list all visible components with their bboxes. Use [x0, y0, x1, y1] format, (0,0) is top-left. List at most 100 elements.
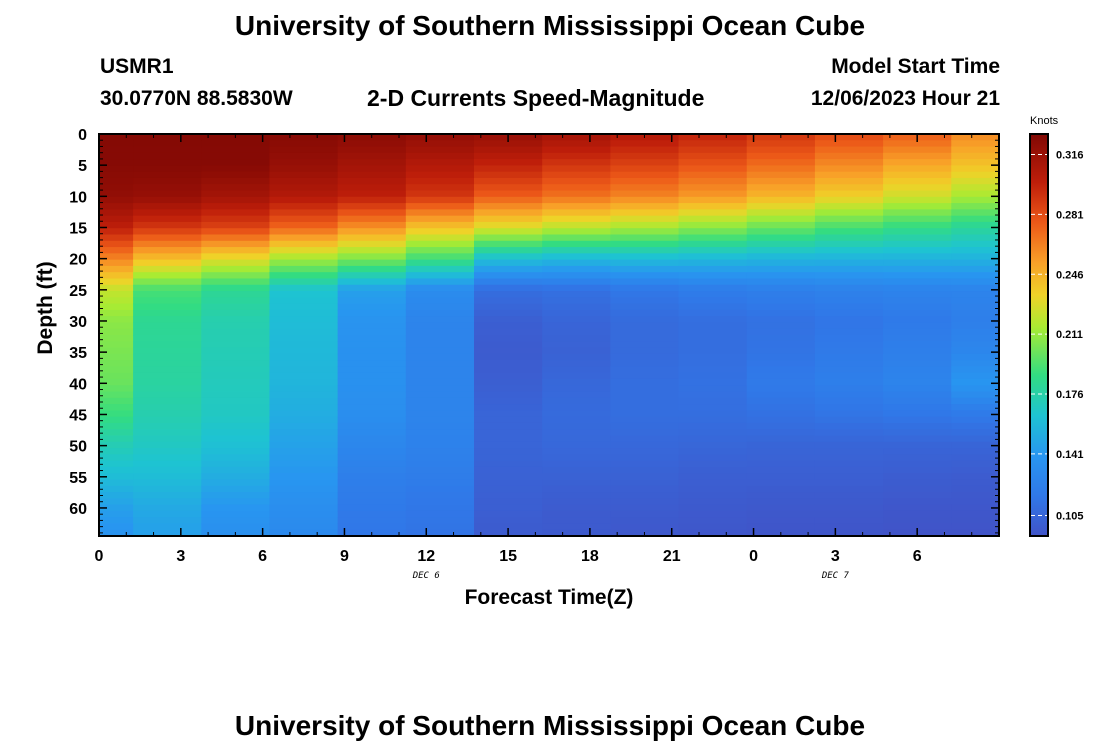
heatmap-cell — [338, 241, 407, 248]
heatmap-cell — [201, 228, 270, 235]
heatmap-cell — [815, 235, 884, 242]
heatmap-cell — [747, 517, 816, 524]
heatmap-cell — [474, 410, 543, 417]
heatmap-cell — [815, 417, 884, 424]
heatmap-cell — [610, 385, 679, 392]
heatmap-cell — [201, 165, 270, 172]
heatmap-cell — [610, 442, 679, 449]
heatmap-cell — [747, 479, 816, 486]
heatmap-cell — [406, 153, 475, 160]
heatmap-cell — [338, 467, 407, 474]
heatmap-cell — [883, 423, 952, 430]
heatmap-cell — [542, 272, 611, 279]
heatmap-cell — [99, 360, 134, 367]
heatmap-cell — [338, 178, 407, 185]
heatmap-cell — [269, 140, 338, 147]
colorbar-tick-label: 0.316 — [1056, 150, 1084, 162]
heatmap-cell — [133, 140, 202, 147]
heatmap-cell — [201, 159, 270, 166]
heatmap-cell — [815, 404, 884, 411]
heatmap-cell — [747, 454, 816, 461]
heatmap-cell — [338, 191, 407, 198]
heatmap-cell — [406, 398, 475, 405]
heatmap-cell — [679, 266, 748, 273]
heatmap-cell — [406, 241, 475, 248]
heatmap-cell — [951, 285, 999, 292]
heatmap-cell — [133, 398, 202, 405]
heatmap-cell — [951, 153, 999, 160]
heatmap-cell — [679, 172, 748, 179]
heatmap-cell — [883, 410, 952, 417]
heatmap-cell — [133, 322, 202, 329]
footer-title: University of Southern Mississippi Ocean… — [0, 710, 1100, 742]
heatmap-cell — [542, 172, 611, 179]
heatmap-cell — [474, 191, 543, 198]
heatmap-cell — [201, 479, 270, 486]
heatmap-cell — [679, 505, 748, 512]
heatmap-cell — [542, 360, 611, 367]
heatmap-cell — [133, 511, 202, 518]
heatmap-cell — [269, 423, 338, 430]
heatmap-cell — [679, 341, 748, 348]
heatmap-cell — [679, 461, 748, 468]
heatmap-cell — [99, 392, 134, 399]
heatmap-cell — [133, 523, 202, 530]
heatmap-cell — [269, 366, 338, 373]
heatmap-cell — [542, 473, 611, 480]
heatmap-cell — [883, 203, 952, 210]
heatmap-cell — [815, 379, 884, 386]
heatmap-cell — [201, 442, 270, 449]
heatmap-cell — [679, 241, 748, 248]
heatmap-cell — [406, 335, 475, 342]
heatmap-cell — [406, 329, 475, 336]
heatmap-cell — [201, 454, 270, 461]
y-tick-label: 50 — [69, 439, 87, 456]
heatmap-cell — [679, 222, 748, 229]
heatmap-cell — [99, 498, 134, 505]
heatmap-cell — [542, 191, 611, 198]
heatmap-cell — [269, 479, 338, 486]
heatmap-cell — [883, 498, 952, 505]
heatmap-cell — [542, 373, 611, 380]
heatmap-cell — [883, 436, 952, 443]
heatmap-cell — [951, 335, 999, 342]
heatmap-cell — [542, 159, 611, 166]
heatmap-cell — [610, 310, 679, 317]
heatmap-cell — [747, 184, 816, 191]
heatmap-cell — [883, 479, 952, 486]
heatmap-cell — [747, 153, 816, 160]
heatmap-cell — [269, 404, 338, 411]
heatmap-cell — [883, 373, 952, 380]
heatmap-cell — [883, 191, 952, 198]
heatmap-cell — [269, 442, 338, 449]
heatmap-cell — [815, 147, 884, 154]
heatmap-cell — [474, 354, 543, 361]
heatmap-cell — [269, 398, 338, 405]
heatmap-cell — [133, 247, 202, 254]
heatmap-cell — [406, 260, 475, 267]
heatmap-cell — [133, 360, 202, 367]
heatmap-cell — [269, 486, 338, 493]
y-tick-label: 45 — [69, 407, 87, 424]
heatmap-cell — [542, 454, 611, 461]
heatmap-cell — [201, 316, 270, 323]
heatmap-cell — [99, 479, 134, 486]
heatmap-cell — [679, 228, 748, 235]
heatmap-cell — [474, 316, 543, 323]
heatmap-cell — [747, 366, 816, 373]
heatmap-cell — [133, 454, 202, 461]
heatmap-cell — [406, 385, 475, 392]
heatmap-cell — [338, 341, 407, 348]
heatmap-cell — [883, 297, 952, 304]
heatmap-cell — [610, 216, 679, 223]
heatmap-cell — [951, 467, 999, 474]
heatmap-cell — [338, 442, 407, 449]
x-axis-label: Forecast Time(Z) — [465, 586, 634, 609]
heatmap-cell — [474, 197, 543, 204]
heatmap-cell — [747, 322, 816, 329]
heatmap-cell — [679, 467, 748, 474]
heatmap-cell — [133, 492, 202, 499]
heatmap-cell — [951, 197, 999, 204]
heatmap-cell — [883, 341, 952, 348]
heatmap-cell — [883, 178, 952, 185]
